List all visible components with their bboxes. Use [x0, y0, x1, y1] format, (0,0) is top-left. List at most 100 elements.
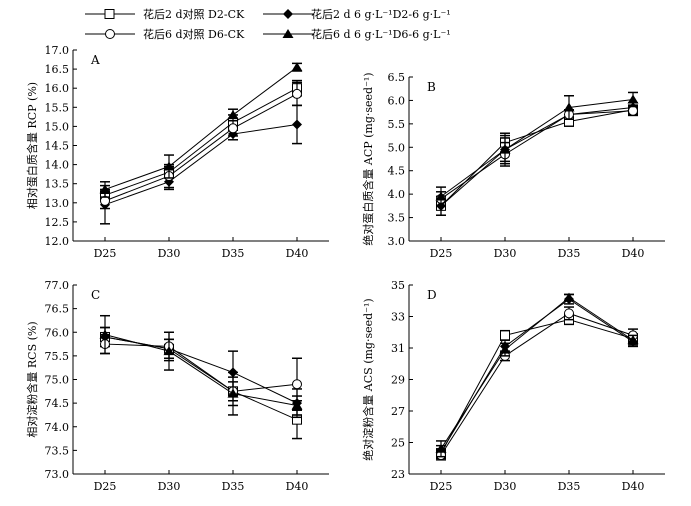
x-tick-label: D25 [94, 480, 117, 493]
y-tick-label: 27 [391, 405, 405, 418]
open-square-marker-icon [104, 9, 115, 19]
y-tick-label: 12.0 [45, 235, 70, 248]
legend-label: 花后6 d 6 g·L⁻¹D6-6 g·L⁻¹ [311, 28, 451, 41]
panels: 12.0 12.5 13.0 13.5 14.0 14.5 15.0 15.5 16.0 16.5… [25, 44, 665, 493]
legend-label: 花后6 d对照 D6-CK [143, 27, 245, 41]
series-d2-6 [100, 104, 302, 225]
x-tick-label: D30 [158, 247, 181, 260]
filled-triangle-marker [627, 335, 639, 345]
legend-item-d6-ck: 花后6 d对照 D6-CK [85, 27, 245, 41]
legend-label: 花后2 d对照 D2-CK [143, 7, 245, 21]
x-tick-label: D30 [494, 480, 517, 493]
x-tick-label: D40 [622, 480, 645, 493]
series-line [104, 93, 298, 202]
filled-triangle-marker [291, 400, 303, 410]
y-tick-label: 16.0 [45, 82, 70, 95]
panel-letter: A [90, 53, 100, 67]
y-axis-title: 绝对淀粉含量 ACS (mg·seed⁻¹) [361, 298, 375, 460]
legend-item-d2-6: 花后2 d 6 g·L⁻¹D2-6 g·L⁻¹ [263, 8, 451, 21]
series-d6-6 [435, 91, 639, 207]
open-circle-marker [292, 88, 302, 99]
y-axis-title: 相对蛋白质含量 RCP (%) [25, 82, 39, 209]
y-tick-label: 13.5 [45, 178, 70, 191]
y-tick-label: 25 [391, 437, 405, 450]
panel-c: 73.0 73.5 74.0 74.5 75.0 75.5 76.0 76.5 77.0 D25 D… [25, 279, 329, 493]
open-circle-marker [228, 123, 238, 134]
x-tick-label: D25 [430, 247, 453, 260]
x-tick-label: D35 [558, 480, 581, 493]
y-tick-label: 35 [391, 279, 405, 292]
y-tick-label: 74.5 [45, 397, 70, 410]
filled-triangle-marker [163, 161, 175, 171]
filled-diamond-marker [292, 119, 302, 130]
series-d6-6 [99, 62, 303, 198]
y-tick-label: 4.0 [388, 188, 406, 201]
series-d2-6 [436, 293, 638, 459]
x-tick-label: D35 [222, 480, 245, 493]
y-tick-label: 76.5 [45, 303, 70, 316]
filled-triangle-marker [163, 346, 175, 356]
filled-triangle-marker [499, 344, 511, 354]
series-d6-6 [435, 292, 639, 458]
legend-label: 花后2 d 6 g·L⁻¹D2-6 g·L⁻¹ [311, 8, 451, 21]
filled-triangle-marker [627, 94, 639, 104]
legend-item-d6-6: 花后6 d 6 g·L⁻¹D6-6 g·L⁻¹ [263, 28, 451, 41]
series-d2-ck [436, 104, 638, 216]
y-tick-label: 6.0 [388, 94, 406, 107]
y-axis-title: 绝对蛋白质含量 ACP (mg·seed⁻¹) [361, 72, 375, 245]
y-tick-label: 3.0 [388, 235, 406, 248]
y-tick-label: 15.5 [45, 101, 70, 114]
x-tick-label: D30 [158, 480, 181, 493]
y-tick-label: 73.0 [45, 468, 70, 481]
series-line [104, 66, 298, 190]
filled-triangle-marker [435, 443, 447, 453]
series-line [104, 343, 298, 392]
series-d2-6 [436, 102, 638, 216]
filled-triangle-marker [99, 184, 111, 194]
y-tick-label: 76.0 [45, 326, 70, 339]
series-line [440, 106, 634, 207]
filled-triangle-marker [227, 388, 239, 398]
x-tick-label: D40 [622, 247, 645, 260]
filled-triangle-marker [435, 191, 447, 201]
x-tick-label: D35 [222, 247, 245, 260]
legend: 花后2 d对照 D2-CK 花后2 d 6 g·L⁻¹D2-6 g·L⁻¹ 花后… [85, 7, 451, 41]
y-tick-label: 14.5 [45, 140, 70, 153]
y-axis-title: 相对淀粉含量 RCS (%) [25, 321, 39, 437]
y-tick-label: 16.5 [45, 63, 70, 76]
open-circle-marker [292, 379, 302, 390]
series-line [440, 298, 634, 453]
legend-item-d2-ck: 花后2 d对照 D2-CK [85, 7, 245, 21]
x-tick-label: D30 [494, 247, 517, 260]
y-tick-label: 29 [391, 374, 405, 387]
series-d6-ck [100, 81, 302, 210]
series-line [440, 296, 634, 450]
series-line [440, 110, 634, 200]
panel-b: 3.0 3.5 4.0 4.5 5.0 5.5 6.0 6.5 D25 D30 D35 D40 B 绝对蛋… [361, 71, 665, 260]
y-tick-label: 75.0 [45, 374, 70, 387]
y-tick-label: 17.0 [45, 44, 70, 57]
filled-triangle-marker [563, 102, 575, 112]
open-circle-marker [628, 105, 638, 116]
series-d6-ck [436, 105, 638, 207]
panel-a: 12.0 12.5 13.0 13.5 14.0 14.5 15.0 15.5 16.0 16.5… [25, 44, 329, 260]
y-tick-label: 23 [391, 468, 405, 481]
series-line [104, 87, 298, 196]
panel-d: 23 25 27 29 31 33 35 D25 D30 D35 D40 D 绝对淀粉含量 ACS (m… [361, 279, 665, 493]
y-tick-label: 33 [391, 311, 405, 324]
series-line [440, 312, 634, 456]
panel-letter: C [91, 288, 100, 302]
filled-triangle-marker [291, 62, 303, 72]
y-tick-label: 6.5 [388, 71, 406, 84]
panel-letter: D [427, 288, 437, 302]
series-line [104, 334, 298, 406]
x-tick-label: D25 [430, 480, 453, 493]
series-d6-6 [99, 314, 303, 416]
open-circle-marker-icon [105, 29, 115, 39]
y-tick-label: 73.5 [45, 444, 70, 457]
y-tick-label: 15.0 [45, 120, 70, 133]
series-line [440, 319, 634, 454]
series-line [104, 123, 298, 206]
x-tick-label: D25 [94, 247, 117, 260]
series-d2-ck [100, 326, 302, 440]
